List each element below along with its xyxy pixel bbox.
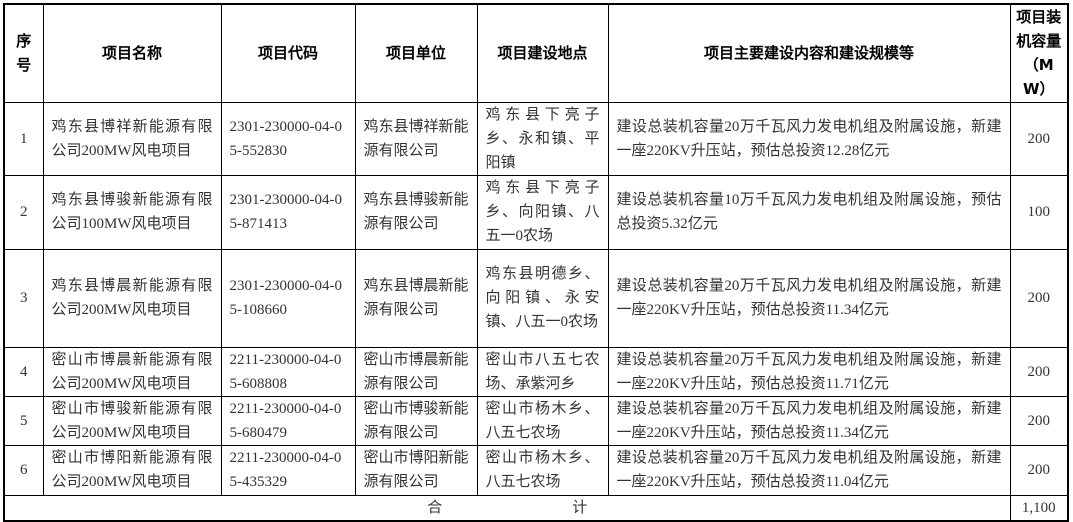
project-unit: 密山市博晨新能源有限公司 [354,346,478,397]
project-unit: 密山市博骏新能源有限公司 [354,395,478,446]
project-capacity: 200 [1009,395,1069,446]
project-location: 密山市杨木乡、八五七农场 [476,444,609,496]
project-location: 密山市杨木乡、八五七农场 [476,395,609,446]
header-location: 项目建设地点 [476,3,609,103]
project-content: 建设总装机容量20万千瓦风力发电机组及附属设施，新建一座220KV升压站，预估总… [607,444,1011,496]
project-capacity: 100 [1009,174,1069,250]
project-content: 建设总装机容量20万千瓦风力发电机组及附属设施，新建一座220KV升压站，预估总… [607,395,1011,446]
total-row: 合计 1,100 [3,494,1069,522]
total-label-part-2: 计 [572,499,588,516]
project-location: 鸡东县明德乡、向阳镇、永安镇、八五一0农场 [476,248,609,348]
header-unit: 项目单位 [354,3,478,103]
project-unit: 鸡东县博晨新能源有限公司 [354,248,478,348]
header-content: 项目主要建设内容和建设规模等 [607,3,1011,103]
project-code: 2301-230000-04-05-871413 [220,174,356,250]
project-code: 2301-230000-04-05-108660 [220,248,356,348]
total-label-part-1: 合 [427,499,443,516]
project-name: 密山市博晨新能源有限公司200MW风电项目 [42,346,222,397]
table-row: 6 密山市博阳新能源有限公司200MW风电项目 2211-230000-04-05-… [3,444,1069,496]
table-row: 5 密山市博骏新能源有限公司200MW风电项目 2211-230000-04-05-… [3,395,1069,446]
row-number: 5 [3,395,44,446]
table-row: 3 鸡东县博晨新能源有限公司200MW风电项目 2301-230000-04-05-… [3,248,1069,348]
table-row: 4 密山市博晨新能源有限公司200MW风电项目 2211-230000-04-05-… [3,346,1069,397]
row-number: 4 [3,346,44,397]
project-content: 建设总装机容量20万千瓦风力发电机组及附属设施，新建一座220KV升压站，预估总… [607,248,1011,348]
header-no: 序号 [3,3,44,103]
project-unit: 鸡东县博祥新能源有限公司 [354,101,478,176]
project-name: 鸡东县博祥新能源有限公司200MW风电项目 [42,101,222,176]
project-location: 密山市八五七农场、承紫河乡 [476,346,609,397]
project-content: 建设总装机容量20万千瓦风力发电机组及附属设施，新建一座220KV升压站，预估总… [607,346,1011,397]
row-number: 2 [3,174,44,250]
project-capacity: 200 [1009,101,1069,176]
header-row: 序号 项目名称 项目代码 项目单位 项目建设地点 项目主要建设内容和建设规模等 … [3,3,1069,103]
project-name: 密山市博阳新能源有限公司200MW风电项目 [42,444,222,496]
project-content: 建设总装机容量10万千瓦风力发电机组及附属设施，预估总投资5.32亿元 [607,174,1011,250]
total-label: 合计 [3,494,1011,522]
project-unit: 密山市博阳新能源有限公司 [354,444,478,496]
project-name: 鸡东县博晨新能源有限公司200MW风电项目 [42,248,222,348]
project-code: 2211-230000-04-05-435329 [220,444,356,496]
project-code: 2211-230000-04-05-680479 [220,395,356,446]
project-location: 鸡东县下亮子乡、永和镇、平阳镇 [476,101,609,176]
project-capacity: 200 [1009,248,1069,348]
project-location: 鸡东县下亮子乡、向阳镇、八五一0农场 [476,174,609,250]
row-number: 1 [3,101,44,176]
project-capacity: 200 [1009,346,1069,397]
project-content: 建设总装机容量20万千瓦风力发电机组及附属设施，新建一座220KV升压站，预估总… [607,101,1011,176]
header-name: 项目名称 [42,3,222,103]
project-name: 密山市博骏新能源有限公司200MW风电项目 [42,395,222,446]
project-name: 鸡东县博骏新能源有限公司100MW风电项目 [42,174,222,250]
row-number: 3 [3,248,44,348]
total-capacity: 1,100 [1009,494,1069,522]
row-number: 6 [3,444,44,496]
table-row: 1 鸡东县博祥新能源有限公司200MW风电项目 2301-230000-04-05-… [3,101,1069,176]
project-capacity: 200 [1009,444,1069,496]
project-table: 序号 项目名称 项目代码 项目单位 项目建设地点 项目主要建设内容和建设规模等 … [3,3,1069,522]
project-unit: 鸡东县博骏新能源有限公司 [354,174,478,250]
header-code: 项目代码 [220,3,356,103]
project-code: 2211-230000-04-05-608808 [220,346,356,397]
project-code: 2301-230000-04-05-552830 [220,101,356,176]
header-capacity: 项目装机容量（MW） [1009,3,1069,103]
table-row: 2 鸡东县博骏新能源有限公司100MW风电项目 2301-230000-04-05-… [3,174,1069,250]
